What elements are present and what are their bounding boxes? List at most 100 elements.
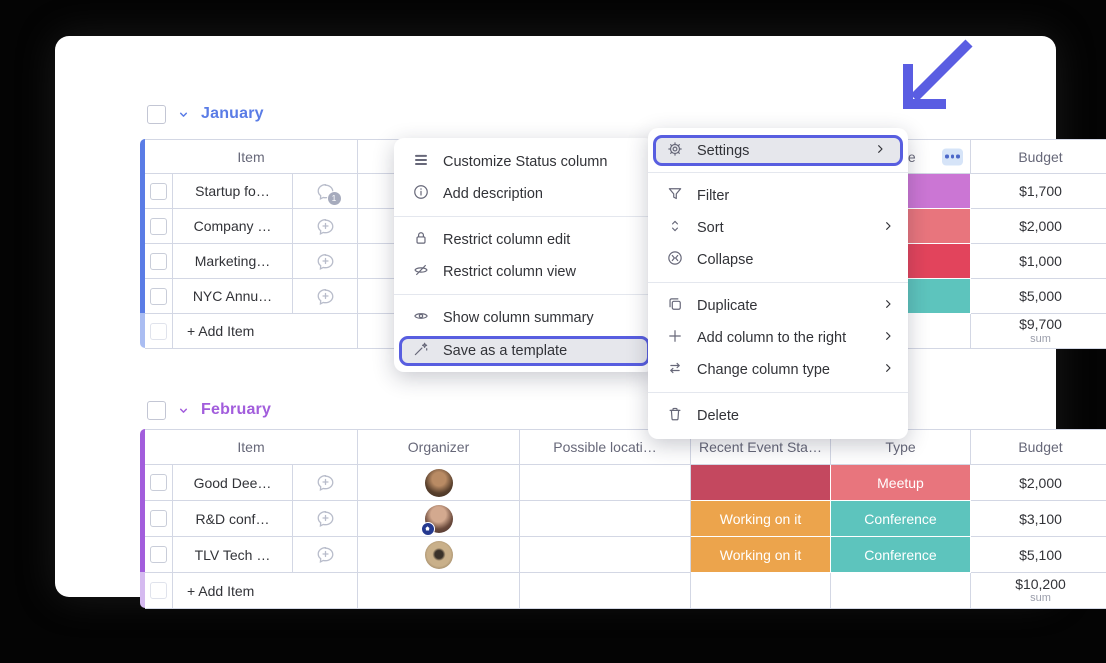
row-checkbox[interactable] bbox=[150, 510, 167, 527]
column-header-item[interactable]: Item bbox=[145, 140, 358, 174]
budget-cell[interactable]: $2,000 bbox=[971, 209, 1106, 244]
avatar[interactable] bbox=[420, 504, 453, 536]
column-header-budget[interactable]: Budget bbox=[971, 140, 1106, 174]
item-name: R&D conf… bbox=[195, 510, 270, 527]
row-checkbox[interactable] bbox=[150, 474, 167, 491]
budget-cell[interactable]: $5,000 bbox=[971, 279, 1106, 314]
update-bubble-icon[interactable]: 1 bbox=[315, 181, 342, 206]
item-name-cell[interactable]: R&D conf… bbox=[173, 501, 293, 537]
item-name-cell[interactable]: NYC Annu… bbox=[173, 279, 293, 314]
row-checkbox[interactable] bbox=[150, 546, 167, 563]
column-settings-menu: Customize Status column Add description Re… bbox=[394, 138, 655, 372]
row-checkbox[interactable] bbox=[150, 217, 167, 235]
chat-cell[interactable] bbox=[293, 244, 358, 279]
column-header-organizer[interactable]: Organizer bbox=[358, 430, 520, 465]
row-checkbox-cell bbox=[145, 501, 173, 537]
add-update-icon[interactable] bbox=[315, 544, 336, 565]
column-menu-button[interactable] bbox=[942, 148, 963, 165]
organizer-cell[interactable] bbox=[358, 465, 520, 501]
chat-cell[interactable] bbox=[293, 537, 358, 573]
column-header-possible-location[interactable]: Possible locati… bbox=[520, 430, 691, 465]
group-checkbox[interactable] bbox=[147, 104, 166, 124]
status-cell[interactable]: Working on it bbox=[691, 537, 831, 573]
chat-cell[interactable]: 1 bbox=[293, 174, 358, 209]
row-checkbox[interactable] bbox=[150, 322, 167, 340]
avatar[interactable] bbox=[424, 468, 453, 497]
item-name-cell[interactable]: Company … bbox=[173, 209, 293, 244]
item-name-cell[interactable]: Startup fo… bbox=[173, 174, 293, 209]
row-checkbox[interactable] bbox=[150, 182, 167, 200]
status-cell[interactable]: Working on it bbox=[691, 501, 831, 537]
menu-item-show-column-summary[interactable]: Show column summary bbox=[394, 302, 655, 334]
menu-item-save-as-a-template[interactable]: Save as a template bbox=[399, 336, 650, 366]
add-item-cell[interactable]: + Add Item bbox=[173, 314, 358, 349]
chat-cell[interactable] bbox=[293, 279, 358, 314]
chat-cell[interactable] bbox=[293, 465, 358, 501]
row-checkbox[interactable] bbox=[150, 252, 167, 270]
budget-cell[interactable]: $2,000 bbox=[971, 465, 1106, 501]
menu-item-change-column-type[interactable]: Change column type bbox=[648, 354, 908, 386]
menu-item-restrict-column-view[interactable]: Restrict column view bbox=[394, 256, 655, 288]
row-checkbox[interactable] bbox=[150, 582, 167, 599]
avatar[interactable] bbox=[424, 540, 453, 569]
add-update-icon[interactable] bbox=[315, 286, 336, 307]
add-item-cell[interactable]: + Add Item bbox=[173, 573, 358, 609]
item-name-cell[interactable]: Good Dee… bbox=[173, 465, 293, 501]
column-header-budget[interactable]: Budget bbox=[971, 430, 1106, 465]
menu-item-filter[interactable]: Filter bbox=[648, 180, 908, 212]
type-cell[interactable]: Conference bbox=[831, 501, 971, 537]
type-cell[interactable]: Meetup bbox=[831, 465, 971, 501]
organizer-cell[interactable] bbox=[358, 537, 520, 573]
add-update-icon[interactable] bbox=[315, 216, 336, 237]
group-table: Item Organizer Possible locati… Recent Even… bbox=[145, 429, 1106, 609]
dot bbox=[956, 154, 960, 159]
chevron-down-icon[interactable] bbox=[176, 403, 191, 418]
menu-item-collapse[interactable]: Collapse bbox=[648, 244, 908, 276]
sort-icon bbox=[666, 217, 684, 239]
add-update-icon[interactable] bbox=[315, 472, 336, 493]
row-checkbox-cell bbox=[145, 537, 173, 573]
menu-item-settings[interactable]: Settings bbox=[653, 135, 903, 166]
item-name-cell[interactable]: Marketing… bbox=[173, 244, 293, 279]
chat-cell[interactable] bbox=[293, 209, 358, 244]
column-header-label: Organizer bbox=[407, 439, 470, 455]
menu-item-label: Settings bbox=[697, 142, 750, 159]
budget-cell[interactable]: $1,700 bbox=[971, 174, 1106, 209]
organizer-cell[interactable] bbox=[358, 501, 520, 537]
item-name-cell[interactable]: TLV Tech … bbox=[173, 537, 293, 573]
menu-item-sort[interactable]: Sort bbox=[648, 212, 908, 244]
swap-icon bbox=[666, 359, 684, 381]
menu-item-label: Collapse bbox=[697, 252, 754, 268]
budget-cell[interactable]: $5,100 bbox=[971, 537, 1106, 573]
possible-location-cell[interactable] bbox=[520, 537, 691, 573]
menu-item-restrict-column-edit[interactable]: Restrict column edit bbox=[394, 224, 655, 256]
chevron-down-icon[interactable] bbox=[176, 107, 191, 122]
menu-item-add-column-to-the-right[interactable]: Add column to the right bbox=[648, 322, 908, 354]
add-update-icon[interactable] bbox=[315, 508, 336, 529]
budget-cell[interactable]: $3,100 bbox=[971, 501, 1106, 537]
chat-cell[interactable] bbox=[293, 501, 358, 537]
sum-value: $9,700 bbox=[1019, 316, 1062, 333]
menu-item-duplicate[interactable]: Duplicate bbox=[648, 290, 908, 322]
group-title[interactable]: January bbox=[201, 105, 264, 122]
menu-item-delete[interactable]: Delete bbox=[648, 400, 908, 432]
group-checkbox[interactable] bbox=[147, 400, 166, 420]
menu-item-add-description[interactable]: Add description bbox=[394, 178, 655, 210]
item-name: Good Dee… bbox=[193, 474, 272, 491]
group-color-bar bbox=[140, 429, 145, 572]
possible-location-cell[interactable] bbox=[520, 501, 691, 537]
type-cell[interactable]: Conference bbox=[831, 537, 971, 573]
item-name: Startup fo… bbox=[195, 183, 270, 199]
budget-cell[interactable]: $1,000 bbox=[971, 244, 1106, 279]
add-update-icon[interactable] bbox=[315, 251, 336, 272]
status-cell[interactable] bbox=[691, 465, 831, 501]
dot bbox=[950, 154, 955, 159]
column-header-item[interactable]: Item bbox=[145, 430, 358, 465]
group-title[interactable]: February bbox=[201, 401, 272, 418]
row-checkbox[interactable] bbox=[150, 287, 167, 305]
possible-location-cell[interactable] bbox=[520, 465, 691, 501]
menu-item-customize-status-column[interactable]: Customize Status column bbox=[394, 146, 655, 178]
column-actions-menu: Settings Filter Sort Collapse Duplicate Add c… bbox=[648, 128, 908, 439]
dot bbox=[945, 154, 949, 159]
organizer-cell bbox=[358, 573, 520, 609]
